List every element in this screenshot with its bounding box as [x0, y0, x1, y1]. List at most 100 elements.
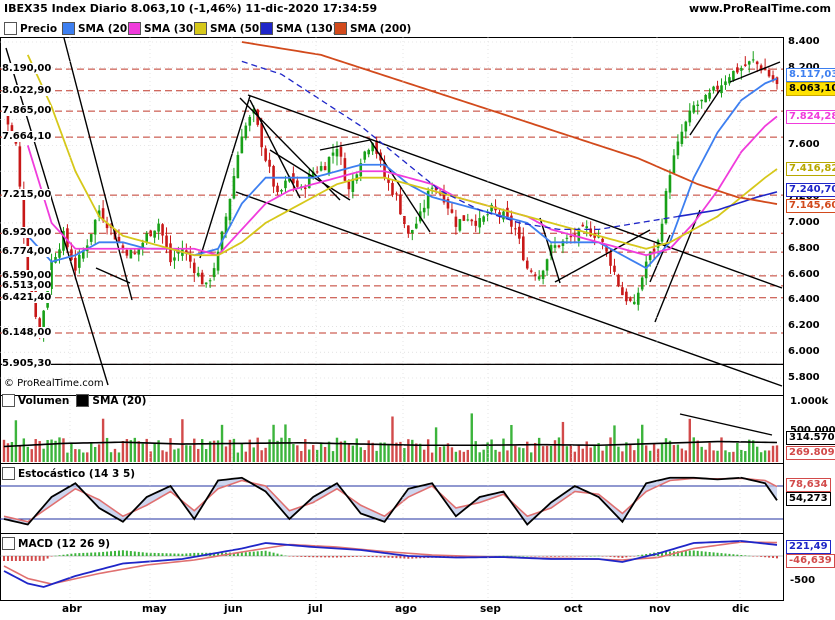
volume-bar	[129, 440, 133, 462]
volume-bar	[22, 438, 26, 462]
candle-body	[355, 174, 359, 181]
candle-body	[629, 298, 632, 301]
volume-bar	[181, 419, 184, 462]
candle-body	[264, 148, 267, 161]
volume-bar	[684, 450, 688, 462]
volume-bar	[141, 443, 144, 462]
candle-body	[498, 212, 501, 216]
volume-bar	[676, 444, 680, 462]
volume-bar	[672, 445, 676, 462]
candle-body	[89, 234, 93, 242]
trend-line	[729, 61, 781, 83]
candle-body	[189, 254, 192, 262]
candle-body	[720, 85, 723, 94]
candle-body	[740, 68, 743, 71]
level-label: 6.920,00	[2, 227, 52, 239]
candle-body	[434, 186, 438, 191]
volume-bar	[498, 451, 501, 462]
candle-body	[6, 113, 10, 125]
candle-body	[648, 252, 652, 261]
macd-histogram-bar	[280, 554, 283, 556]
candle-body	[315, 171, 319, 173]
volume-bar	[561, 421, 565, 462]
candle-body	[553, 245, 557, 248]
macd-histogram-bar	[684, 550, 687, 556]
volume-bar	[276, 440, 279, 462]
macd-histogram-bar	[213, 552, 216, 556]
volume-bar	[315, 449, 319, 462]
volume-bar	[767, 450, 771, 462]
macd-histogram-bar	[585, 556, 588, 557]
candle-body	[296, 180, 299, 187]
macd-histogram-bar	[395, 556, 398, 559]
sma-line	[241, 41, 778, 205]
candle-body	[533, 274, 537, 277]
candle-body	[751, 59, 755, 61]
trend-line	[539, 217, 561, 284]
macd-histogram-bar	[22, 556, 25, 561]
legend-item-price: Precio	[4, 22, 57, 35]
candle-body	[569, 235, 573, 238]
price-value-tag: 7.145,60	[786, 199, 835, 213]
volume-bar	[518, 447, 521, 462]
macd-histogram-bar	[272, 552, 275, 556]
volume-bar	[74, 449, 77, 462]
candle-body	[367, 149, 370, 155]
candle-body	[149, 230, 152, 237]
volume-bar	[90, 442, 93, 462]
macd-histogram-bar	[387, 556, 390, 558]
macd-histogram-bar	[248, 551, 251, 556]
volume-bar	[593, 445, 596, 462]
volume-bar	[557, 437, 561, 462]
volume-bar	[197, 448, 200, 462]
volume-bar	[541, 446, 545, 462]
volume-bar	[700, 446, 703, 462]
candle-body	[601, 238, 604, 242]
volume-bar	[26, 446, 29, 462]
candle-body	[450, 209, 454, 213]
indicator-value-tag: 78,634	[786, 478, 831, 492]
trend-line	[63, 37, 133, 301]
candle-body	[565, 237, 569, 239]
candle-body	[93, 219, 97, 235]
candle-body	[256, 109, 260, 125]
macd-histogram-bar	[221, 552, 224, 556]
level-label: 7.215,00	[2, 189, 52, 201]
macd-histogram-bar	[363, 556, 366, 557]
macd-histogram-bar	[339, 556, 342, 558]
level-label: 6.148,00	[2, 327, 52, 339]
candle-body	[307, 174, 311, 189]
candle-body	[161, 224, 164, 236]
volume-bar	[755, 446, 759, 462]
volume-bar	[637, 438, 640, 462]
candle-body	[482, 216, 485, 222]
candle-body	[363, 151, 367, 160]
volume-bar	[470, 413, 473, 462]
volume-bar	[442, 446, 446, 462]
site-name[interactable]: www.ProRealTime.com	[688, 2, 831, 15]
candle-body	[660, 223, 664, 242]
candle-body	[137, 249, 141, 255]
volume-bar	[668, 440, 672, 462]
month-label: abr	[62, 603, 82, 615]
macd-histogram-bar	[641, 554, 644, 556]
macd-histogram-bar	[411, 556, 414, 559]
macd-histogram-bar	[760, 556, 763, 557]
candle-body	[474, 220, 478, 226]
candle-body	[121, 245, 125, 249]
candle-body	[129, 249, 133, 259]
macd-line	[3, 540, 778, 588]
volume-bar	[549, 446, 553, 462]
volume-bar	[252, 447, 255, 462]
legend-item-sma30: SMA (30)	[128, 22, 198, 35]
macd-histogram-bar	[728, 553, 731, 556]
macd-histogram-bar	[621, 556, 624, 558]
month-label: nov	[649, 603, 671, 615]
volume-bar	[379, 442, 382, 462]
stochastic-k-line	[3, 476, 778, 526]
volume-bar	[514, 445, 517, 462]
indicator-value-tag: 314.570	[786, 431, 835, 445]
macd-histogram-bar	[506, 555, 509, 557]
candle-body	[387, 178, 390, 183]
